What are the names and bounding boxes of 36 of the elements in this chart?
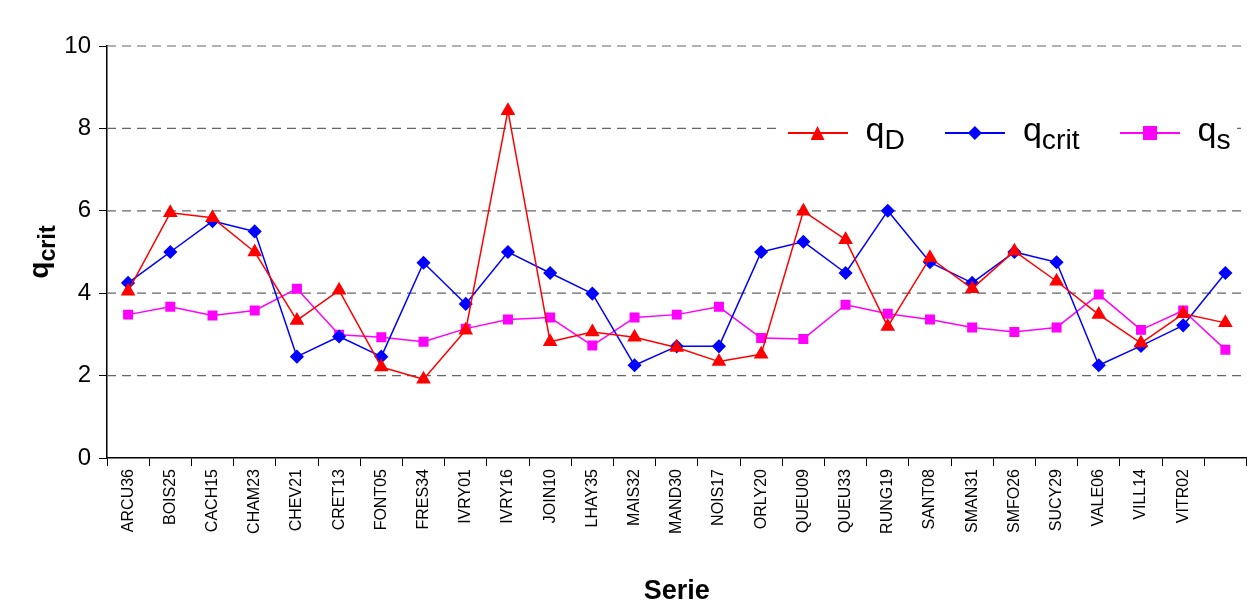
x-tick-label: SUCY29: [1046, 468, 1064, 532]
x-tick-label: CHEV21: [287, 468, 305, 532]
x-tick-label: MAND30: [667, 468, 685, 534]
x-axis-title: Serie: [643, 575, 710, 606]
y-tick-label: 8: [77, 113, 91, 141]
legend-label: q$_{crit}$: [1022, 110, 1080, 156]
x-tick-label: SANT08: [920, 468, 938, 530]
x-tick-label: FONT05: [371, 468, 389, 531]
x-tick-label: CHAM23: [245, 468, 263, 534]
x-tick-label: JOIN10: [540, 468, 558, 524]
x-tick-label: IVRY01: [456, 468, 474, 524]
x-tick-label: ARCU36: [118, 468, 136, 533]
x-tick-label: QUEU33: [835, 468, 853, 534]
x-tick-label: QUEU09: [793, 468, 811, 534]
x-tick-label: CRET13: [329, 468, 347, 531]
x-tick-label: VILL14: [1131, 468, 1149, 520]
x-tick-label: NOIS17: [709, 468, 727, 526]
legend-label: q$_{s}$: [1197, 110, 1231, 156]
x-tick-label: BOIS25: [160, 468, 178, 526]
y-tick-label: 10: [64, 30, 91, 58]
x-tick-label: RUNG19: [878, 468, 896, 534]
x-tick-label: SMAN31: [962, 468, 980, 534]
y-tick-label: 6: [77, 195, 91, 223]
legend-label: q$_{D}$: [865, 110, 905, 156]
x-tick-label: CACH15: [202, 468, 220, 533]
x-tick-label: LHAY35: [582, 468, 600, 528]
x-tick-label: ORLY20: [751, 468, 769, 530]
x-tick-label: IVRY16: [498, 468, 516, 524]
x-tick-label: VITR02: [1173, 468, 1191, 524]
y-tick-label: 4: [77, 277, 91, 305]
x-tick-label: SMFO26: [1004, 468, 1022, 534]
x-tick-label: FRES34: [413, 468, 431, 530]
y-tick-label: 2: [77, 360, 91, 388]
y-tick-label: 0: [77, 442, 91, 470]
x-tick-label: MAIS32: [624, 468, 642, 526]
x-tick-label: VALE06: [1089, 468, 1107, 527]
